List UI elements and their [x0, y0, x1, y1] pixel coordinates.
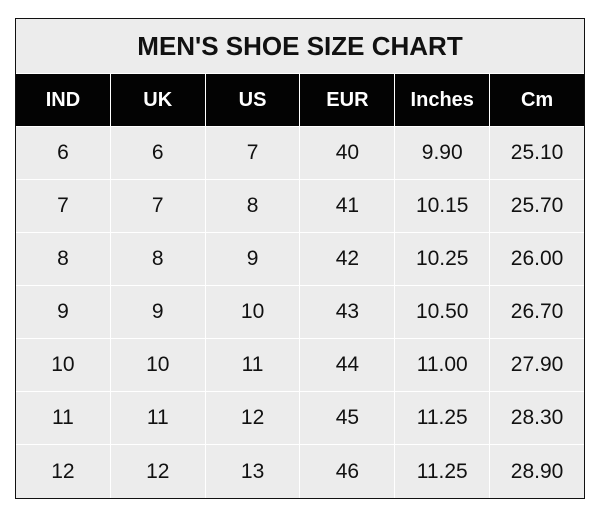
table-cell: 13 [206, 445, 301, 498]
table-cell: 25.10 [490, 127, 584, 180]
table-cell: 12 [16, 445, 111, 498]
table-cell: 45 [300, 392, 396, 445]
table-cell: 12 [205, 392, 301, 445]
table-cell: 10.15 [395, 180, 491, 233]
table-cell: 42 [300, 233, 396, 286]
size-chart-table: MEN'S SHOE SIZE CHART IND UK US EUR Inches Cm… [15, 18, 585, 499]
table-cell: 40 [300, 127, 396, 180]
table-cell: 8 [110, 233, 206, 286]
table-cell: 43 [300, 286, 396, 339]
column-header: IND [16, 74, 111, 127]
table-cell: 9 [205, 233, 301, 286]
table-cell: 11 [110, 392, 206, 445]
column-header: EUR [300, 74, 396, 127]
header-row: IND UK US EUR Inches Cm [16, 74, 584, 127]
table-cell: 7 [16, 180, 111, 233]
table-cell: 6 [16, 127, 111, 180]
table-cell: 6 [110, 127, 206, 180]
column-header: US [205, 74, 301, 127]
table-row: 7 7 8 41 10.15 25.70 [16, 180, 584, 233]
table-cell: 8 [16, 233, 111, 286]
table-row: 9 9 10 43 10.50 26.70 [16, 286, 584, 339]
table-cell: 10.50 [395, 286, 491, 339]
table-cell: 10 [110, 339, 206, 392]
table-row: 12 12 13 46 11.25 28.90 [16, 445, 584, 498]
table-cell: 11 [16, 392, 111, 445]
table-body: 6 6 7 40 9.90 25.10 7 7 8 41 10.15 25.70 8 8 9 42 10.25 2… [16, 127, 584, 498]
table-row: 8 8 9 42 10.25 26.00 [16, 233, 584, 286]
table-cell: 9 [16, 286, 111, 339]
table-cell: 9 [110, 286, 206, 339]
table-cell: 10.25 [395, 233, 491, 286]
table-cell: 26.70 [490, 286, 584, 339]
table-cell: 10 [205, 286, 301, 339]
table-title: MEN'S SHOE SIZE CHART [16, 19, 584, 74]
column-header: Cm [490, 74, 584, 127]
table-cell: 46 [300, 445, 396, 498]
table-row: 10 10 11 44 11.00 27.90 [16, 339, 584, 392]
table-cell: 11.00 [395, 339, 491, 392]
table-cell: 10 [16, 339, 111, 392]
table-row: 11 11 12 45 11.25 28.30 [16, 392, 584, 445]
table-row: 6 6 7 40 9.90 25.10 [16, 127, 584, 180]
table-cell: 28.90 [510, 459, 564, 483]
table-cell: 12 [111, 445, 206, 498]
table-cell: 11.25 [395, 392, 491, 445]
table-cell: 26.00 [490, 233, 584, 286]
table-cell: 44 [300, 339, 396, 392]
table-cell: 27.90 [490, 339, 584, 392]
table-cell: 9.90 [395, 127, 491, 180]
column-header: Inches [395, 74, 491, 127]
table-cell: 41 [300, 180, 396, 233]
table-cell: 11 [205, 339, 301, 392]
table-cell: 8 [205, 180, 301, 233]
table-cell: 25.70 [490, 180, 584, 233]
table-cell: 7 [205, 127, 301, 180]
table-cell: 28.30 [490, 392, 584, 445]
table-cell: 7 [110, 180, 206, 233]
column-header: UK [110, 74, 206, 127]
table-cell: 11.25 [395, 445, 491, 498]
